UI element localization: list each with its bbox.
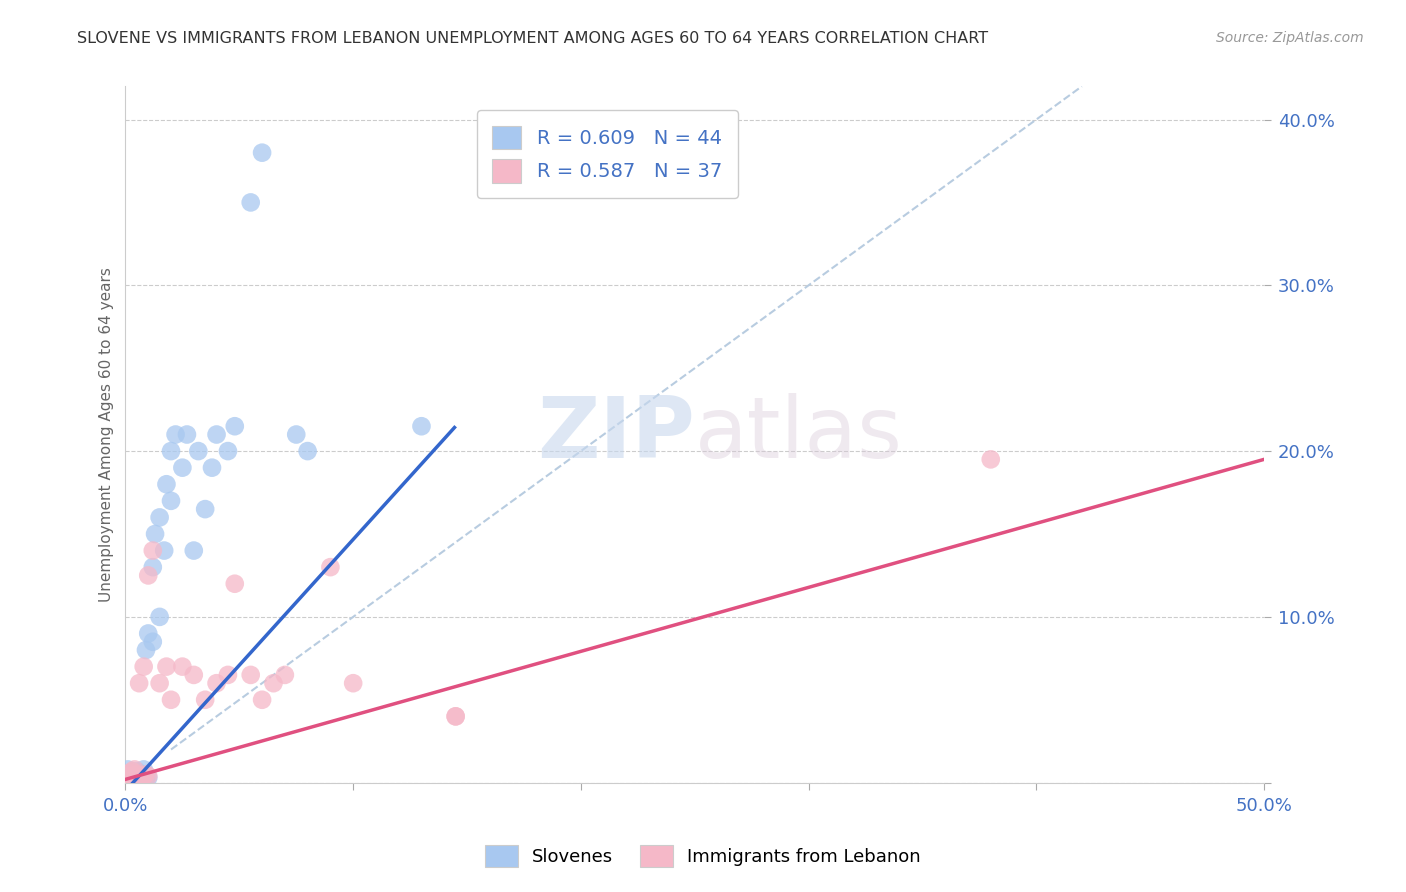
Point: [143, 527, 166, 541]
Point: [125, 772, 148, 787]
Point: [128, 676, 150, 690]
Point: [128, 772, 150, 787]
Text: Source: ZipAtlas.com: Source: ZipAtlas.com: [1216, 31, 1364, 45]
Point: [183, 668, 205, 682]
Point: [160, 693, 183, 707]
Point: [444, 709, 467, 723]
Point: [136, 771, 159, 785]
Y-axis label: Unemployment Among Ages 60 to 64 years: Unemployment Among Ages 60 to 64 years: [100, 267, 114, 602]
Point: [172, 659, 194, 673]
Point: [121, 772, 143, 787]
Point: [131, 771, 153, 785]
Point: [194, 502, 217, 516]
Point: [239, 195, 262, 210]
Point: [250, 693, 273, 707]
Point: [217, 668, 239, 682]
Point: [135, 643, 157, 657]
Point: [285, 427, 308, 442]
Point: [135, 767, 157, 781]
Point: [205, 676, 228, 690]
Point: [117, 769, 139, 783]
Point: [131, 772, 153, 787]
Point: [121, 764, 143, 778]
Point: [224, 576, 246, 591]
Point: [153, 543, 176, 558]
Point: [121, 765, 143, 780]
Point: [183, 543, 205, 558]
Point: [274, 668, 297, 682]
Point: [136, 626, 159, 640]
Point: [118, 765, 141, 780]
Point: [132, 659, 155, 673]
Text: atlas: atlas: [695, 393, 903, 476]
Point: [117, 772, 139, 787]
Point: [121, 772, 143, 787]
Point: [142, 634, 165, 648]
Point: [239, 668, 262, 682]
Point: [135, 772, 157, 787]
Point: [118, 774, 141, 789]
Point: [176, 427, 198, 442]
Point: [155, 659, 177, 673]
Point: [128, 774, 150, 789]
Point: [155, 477, 177, 491]
Point: [132, 771, 155, 785]
Point: [411, 419, 433, 434]
Point: [142, 560, 165, 574]
Point: [125, 767, 148, 781]
Point: [165, 427, 187, 442]
Point: [124, 769, 146, 783]
Point: [118, 774, 141, 789]
Point: [117, 763, 139, 777]
Point: [136, 769, 159, 783]
Text: SLOVENE VS IMMIGRANTS FROM LEBANON UNEMPLOYMENT AMONG AGES 60 TO 64 YEARS CORREL: SLOVENE VS IMMIGRANTS FROM LEBANON UNEMP…: [77, 31, 988, 46]
Point: [132, 763, 155, 777]
Point: [160, 444, 183, 458]
Point: [205, 427, 228, 442]
Point: [224, 419, 246, 434]
Point: [125, 764, 148, 778]
Point: [187, 444, 209, 458]
Point: [124, 763, 146, 777]
Legend: Slovenes, Immigrants from Lebanon: Slovenes, Immigrants from Lebanon: [478, 838, 928, 874]
Point: [297, 444, 319, 458]
Point: [149, 676, 172, 690]
Point: [117, 774, 139, 789]
Point: [131, 767, 153, 781]
Point: [172, 460, 194, 475]
Point: [142, 543, 165, 558]
Text: ZIP: ZIP: [537, 393, 695, 476]
Point: [149, 510, 172, 524]
Point: [263, 676, 285, 690]
Point: [136, 568, 159, 582]
Point: [250, 145, 273, 160]
Point: [342, 676, 364, 690]
Point: [444, 709, 467, 723]
Point: [124, 774, 146, 789]
Point: [149, 610, 172, 624]
Point: [980, 452, 1002, 467]
Point: [124, 771, 146, 785]
Point: [125, 774, 148, 789]
Point: [128, 771, 150, 785]
Point: [201, 460, 224, 475]
Point: [117, 767, 139, 781]
Point: [194, 693, 217, 707]
Point: [319, 560, 342, 574]
Point: [217, 444, 239, 458]
Point: [160, 493, 183, 508]
Legend: R = 0.609   N = 44, R = 0.587   N = 37: R = 0.609 N = 44, R = 0.587 N = 37: [477, 110, 738, 198]
Point: [132, 769, 155, 783]
